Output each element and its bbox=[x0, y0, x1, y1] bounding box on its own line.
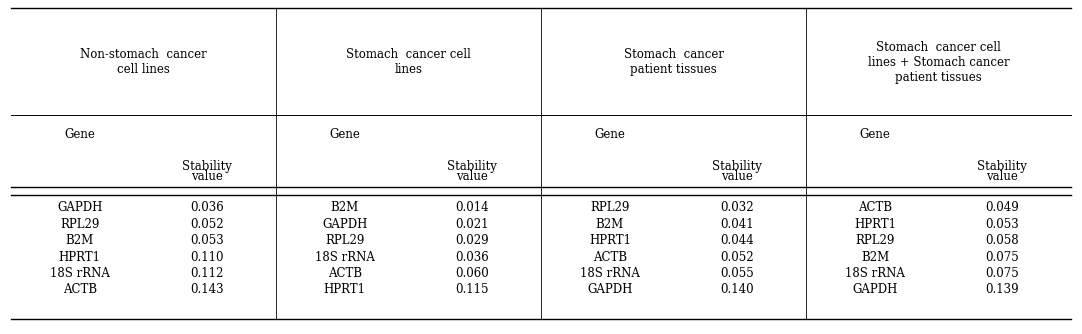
Text: 0.060: 0.060 bbox=[456, 267, 489, 280]
Text: Gene: Gene bbox=[594, 128, 625, 141]
Text: 0.110: 0.110 bbox=[190, 250, 224, 264]
Text: 0.029: 0.029 bbox=[456, 234, 489, 247]
Text: ACTB: ACTB bbox=[593, 250, 626, 264]
Text: 0.115: 0.115 bbox=[456, 283, 489, 296]
Text: RPL29: RPL29 bbox=[856, 234, 895, 247]
Text: value: value bbox=[987, 170, 1018, 183]
Text: GAPDH: GAPDH bbox=[57, 201, 103, 214]
Text: 0.075: 0.075 bbox=[986, 267, 1019, 280]
Text: RPL29: RPL29 bbox=[326, 234, 365, 247]
Text: B2M: B2M bbox=[66, 234, 94, 247]
Text: 0.055: 0.055 bbox=[721, 267, 754, 280]
Text: HPRT1: HPRT1 bbox=[854, 218, 896, 231]
Text: 0.021: 0.021 bbox=[456, 218, 489, 231]
Text: Stability: Stability bbox=[182, 161, 232, 173]
Text: Stability: Stability bbox=[977, 161, 1027, 173]
Text: Gene: Gene bbox=[329, 128, 360, 141]
Text: Stomach  cancer
patient tissues: Stomach cancer patient tissues bbox=[623, 48, 724, 76]
Text: RPL29: RPL29 bbox=[61, 218, 100, 231]
Text: B2M: B2M bbox=[861, 250, 889, 264]
Text: 0.143: 0.143 bbox=[190, 283, 224, 296]
Text: HPRT1: HPRT1 bbox=[589, 234, 631, 247]
Text: 0.140: 0.140 bbox=[721, 283, 754, 296]
Text: Stomach  cancer cell
lines + Stomach cancer
patient tissues: Stomach cancer cell lines + Stomach canc… bbox=[868, 41, 1010, 84]
Text: Gene: Gene bbox=[859, 128, 890, 141]
Text: GAPDH: GAPDH bbox=[322, 218, 368, 231]
Text: 0.112: 0.112 bbox=[190, 267, 224, 280]
Text: 0.014: 0.014 bbox=[456, 201, 489, 214]
Text: ACTB: ACTB bbox=[858, 201, 892, 214]
Text: 0.036: 0.036 bbox=[456, 250, 489, 264]
Text: HPRT1: HPRT1 bbox=[58, 250, 101, 264]
Text: Stomach  cancer cell
lines: Stomach cancer cell lines bbox=[346, 48, 471, 76]
Text: 0.052: 0.052 bbox=[721, 250, 754, 264]
Text: 0.139: 0.139 bbox=[986, 283, 1019, 296]
Text: HPRT1: HPRT1 bbox=[324, 283, 366, 296]
Text: B2M: B2M bbox=[331, 201, 359, 214]
Text: value: value bbox=[722, 170, 753, 183]
Text: ACTB: ACTB bbox=[63, 283, 96, 296]
Text: 18S rRNA: 18S rRNA bbox=[580, 267, 639, 280]
Text: B2M: B2M bbox=[596, 218, 624, 231]
Text: Stability: Stability bbox=[447, 161, 497, 173]
Text: value: value bbox=[457, 170, 488, 183]
Text: 0.052: 0.052 bbox=[190, 218, 224, 231]
Text: 0.053: 0.053 bbox=[986, 218, 1019, 231]
Text: 18S rRNA: 18S rRNA bbox=[315, 250, 374, 264]
Text: 0.032: 0.032 bbox=[721, 201, 754, 214]
Text: 0.044: 0.044 bbox=[721, 234, 754, 247]
Text: 18S rRNA: 18S rRNA bbox=[50, 267, 109, 280]
Text: 0.075: 0.075 bbox=[986, 250, 1019, 264]
Text: GAPDH: GAPDH bbox=[588, 283, 633, 296]
Text: 0.049: 0.049 bbox=[986, 201, 1019, 214]
Text: 0.058: 0.058 bbox=[986, 234, 1019, 247]
Text: Stability: Stability bbox=[712, 161, 762, 173]
Text: RPL29: RPL29 bbox=[591, 201, 630, 214]
Text: 18S rRNA: 18S rRNA bbox=[845, 267, 905, 280]
Text: Non-stomach  cancer
cell lines: Non-stomach cancer cell lines bbox=[80, 48, 207, 76]
Text: GAPDH: GAPDH bbox=[853, 283, 898, 296]
Text: Gene: Gene bbox=[64, 128, 95, 141]
Text: 0.036: 0.036 bbox=[190, 201, 224, 214]
Text: value: value bbox=[192, 170, 223, 183]
Text: 0.053: 0.053 bbox=[190, 234, 224, 247]
Text: ACTB: ACTB bbox=[328, 267, 361, 280]
Text: 0.041: 0.041 bbox=[721, 218, 754, 231]
